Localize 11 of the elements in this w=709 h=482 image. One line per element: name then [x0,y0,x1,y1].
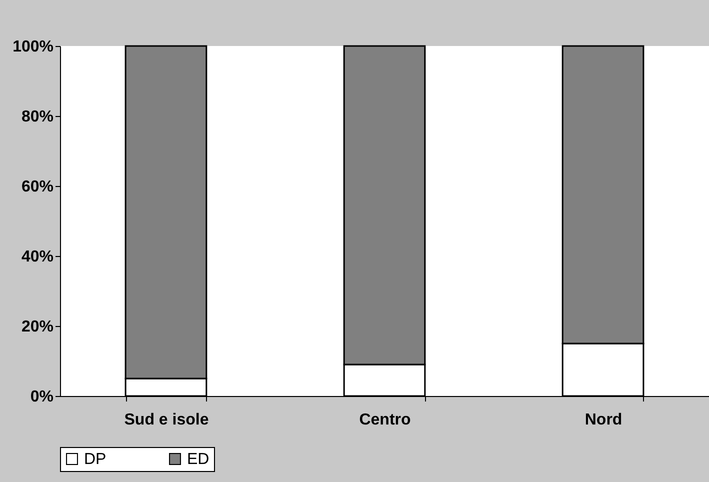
y-tick-label: 0% [30,388,54,406]
y-tick-label: 100% [12,38,54,56]
x-tick-label: Sud e isole [124,412,209,428]
y-tick-label: 80% [21,108,54,126]
x-tick-label: Nord [584,412,622,428]
y-tick-label: 60% [21,178,54,196]
y-tick-label: 40% [21,248,54,266]
legend-label: ED [187,451,210,468]
legend-label: DP [84,451,106,468]
x-tick-label: Centro [359,412,411,428]
y-tick-label: 20% [21,318,54,336]
